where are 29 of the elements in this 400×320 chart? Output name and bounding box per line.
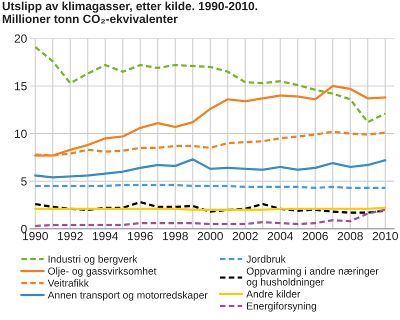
x-tick-label: 2002 — [232, 232, 258, 240]
y-tick-label: 20 — [14, 34, 27, 43]
x-tick-label: 2006 — [302, 232, 328, 240]
line-series — [34, 208, 386, 228]
legend-label: Jordbruk — [246, 255, 286, 263]
y-tick-label: 15 — [14, 82, 27, 90]
x-tick-label: 2010 — [372, 232, 398, 240]
x-tick-label: 1994 — [93, 232, 118, 240]
x-tick-label: 1998 — [163, 232, 188, 240]
x-tick-label: 1992 — [58, 232, 83, 240]
line-series — [34, 46, 386, 124]
x-tick-label: 2004 — [268, 232, 294, 240]
legend-label: Veitrafikk — [48, 279, 89, 287]
y-tick-label: 0 — [21, 224, 27, 234]
chart-subtitle: Millioner tonn CO₂-ekvivalenter — [2, 14, 178, 24]
legend-label: Annen transport og motorredskaper — [48, 291, 208, 301]
line-series — [34, 158, 386, 178]
x-tick-label: 2008 — [338, 232, 363, 240]
x-tick-label: 1990 — [23, 232, 48, 240]
chart-title: Utslipp av klimagasser, etter kilde. 1990-2010. — [2, 2, 258, 13]
legend-label: Energiforsyning — [247, 302, 316, 312]
y-tick-label: 5 — [21, 177, 27, 186]
y-tick-label: 10 — [14, 130, 27, 138]
x-tick-label: 2000 — [198, 232, 223, 240]
legend-label: Andre kilder — [246, 290, 300, 298]
x-tick-label: 1996 — [128, 232, 153, 240]
legend-label: Olje- og gassvirksomhet — [48, 267, 156, 277]
legend-label: Industri og bergverk — [48, 255, 138, 265]
legend-label: Oppvarming i andre næringer og husholdninger — [246, 267, 379, 288]
